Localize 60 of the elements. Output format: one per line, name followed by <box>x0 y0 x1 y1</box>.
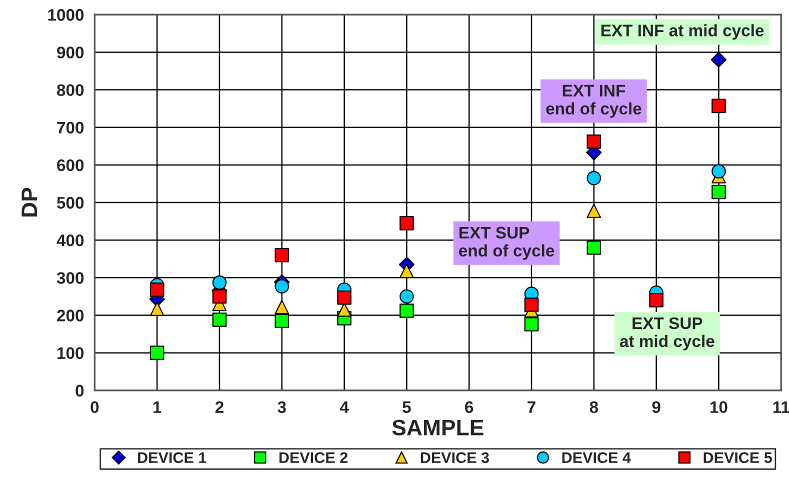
point <box>274 314 290 328</box>
y-tick-label: 500 <box>56 196 84 209</box>
point <box>586 204 602 218</box>
y-tick-label: 400 <box>56 234 84 246</box>
point <box>274 300 290 314</box>
x-tick-label: 4 <box>340 401 349 413</box>
point <box>524 298 539 312</box>
legend-label: DEVICE 1 <box>138 452 206 464</box>
point <box>710 52 727 68</box>
annotation: EXT SUP end of cycle <box>459 226 554 260</box>
legend-label: DEVICE 4 <box>562 452 631 464</box>
point <box>400 264 414 278</box>
y-tick-label: 1000 <box>48 9 84 21</box>
point <box>150 302 164 316</box>
y-tick-label: 600 <box>57 159 84 172</box>
point <box>337 290 352 305</box>
annotation: EXT INF end of cycle <box>546 84 642 118</box>
point <box>212 289 227 304</box>
x-axis-title: SAMPLE <box>392 420 484 436</box>
point <box>212 312 227 327</box>
y-tick-label: 800 <box>56 84 84 96</box>
point <box>150 346 164 360</box>
point <box>586 170 602 186</box>
x-tick-label: 9 <box>652 401 660 414</box>
point <box>712 184 726 200</box>
x-tick-label: 7 <box>528 401 536 413</box>
point <box>400 216 414 230</box>
x-tick-label: 3 <box>278 401 286 414</box>
point <box>150 282 164 297</box>
y-tick-label: 900 <box>57 46 84 58</box>
x-tick-label: 5 <box>402 401 411 414</box>
point <box>400 304 414 318</box>
legend-label: DEVICE 5 <box>704 452 772 464</box>
annotation: EXT INF at mid cycle <box>601 24 764 40</box>
legend-label: DEVICE 2 <box>279 452 348 464</box>
y-tick-label: 700 <box>57 122 84 134</box>
x-tick-label: 0 <box>90 401 99 414</box>
point <box>274 279 290 294</box>
legend-label: DEVICE 3 <box>420 452 489 464</box>
point <box>212 275 227 290</box>
x-tick-label: 10 <box>710 401 728 414</box>
annotation: EXT SUP at mid cycle <box>620 317 714 350</box>
point <box>400 289 414 304</box>
x-tick-label: 11 <box>773 401 789 413</box>
y-tick-label: 100 <box>58 347 84 360</box>
y-tick-label: 300 <box>56 272 84 284</box>
point <box>712 98 726 114</box>
point <box>712 164 726 178</box>
point <box>524 317 539 332</box>
point <box>274 248 290 262</box>
point <box>586 240 602 255</box>
x-tick-label: 8 <box>590 401 598 414</box>
point <box>586 134 602 149</box>
x-tick-label: 1 <box>154 401 162 413</box>
y-tick-label: 200 <box>57 310 84 322</box>
y-axis-title: DP <box>22 188 38 216</box>
x-tick-label: 2 <box>215 401 224 413</box>
y-tick-label: 0 <box>76 384 84 397</box>
point <box>649 293 664 308</box>
x-tick-label: 6 <box>465 401 474 414</box>
